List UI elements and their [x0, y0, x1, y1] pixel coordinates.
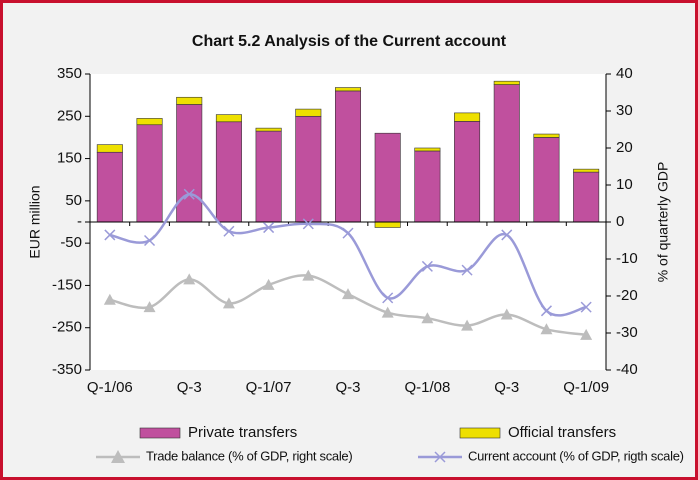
bar: [533, 133, 560, 138]
y2-tick-label: 40: [616, 65, 633, 82]
bar: [136, 118, 163, 126]
legend-label: Trade balance (% of GDP, right scale): [146, 448, 352, 463]
legend-swatch: [139, 427, 181, 439]
marker: [223, 225, 235, 237]
marker: [580, 301, 592, 313]
bar: [255, 127, 282, 132]
x-tick-label: Q-1/08: [404, 379, 450, 396]
bar: [295, 115, 322, 223]
y2-tick-label: -30: [616, 324, 638, 341]
legend-marker: [434, 451, 446, 463]
bar: [414, 147, 441, 152]
bar: [454, 112, 481, 122]
y-tick-label: 150: [57, 150, 82, 167]
y-tick-label: 250: [57, 107, 82, 124]
bar: [573, 168, 600, 173]
y-tick-label: 350: [57, 65, 82, 82]
marker: [103, 293, 116, 305]
y2-tick-label: -20: [616, 287, 638, 304]
chart-title: Chart 5.2 Analysis of the Current accoun…: [192, 33, 507, 50]
legend-swatch: [459, 427, 501, 439]
x-tick-label: Q-1/06: [87, 379, 133, 396]
bar: [493, 84, 520, 223]
marker: [144, 234, 156, 247]
y-tick-label: -150: [52, 276, 82, 293]
marker: [540, 323, 553, 335]
y2-tick-label: 30: [616, 102, 633, 119]
marker: [421, 312, 434, 324]
marker: [143, 301, 156, 313]
marker: [342, 288, 354, 300]
x-tick-label: Q-1/09: [563, 379, 609, 396]
x-tick-label: Q-3: [177, 379, 202, 396]
bar: [573, 171, 600, 223]
y-tick-label: 50: [65, 192, 82, 209]
y-tick-label: -350: [52, 361, 82, 378]
y-axis-label: EUR million: [27, 185, 43, 258]
bar: [295, 108, 322, 117]
marker: [183, 273, 196, 285]
marker: [580, 328, 593, 340]
marker: [501, 229, 513, 241]
marker: [461, 319, 474, 331]
bar: [454, 121, 481, 223]
marker: [540, 305, 552, 317]
marker: [381, 306, 394, 318]
marker: [382, 292, 394, 304]
marker: [104, 229, 116, 241]
bar: [96, 151, 123, 223]
bar: [414, 150, 441, 223]
bar: [215, 114, 242, 123]
bar: [374, 132, 401, 223]
marker: [222, 297, 235, 309]
legend-marker: [111, 450, 125, 463]
bar: [374, 221, 401, 228]
bar: [176, 96, 203, 105]
legend-label: Official transfers: [508, 424, 616, 441]
marker: [183, 188, 195, 200]
marker: [262, 278, 275, 290]
marker: [421, 260, 433, 272]
bar: [176, 104, 203, 223]
bar: [215, 121, 242, 223]
bar: [334, 90, 362, 223]
x-tick-label: Q-1/07: [246, 379, 292, 396]
bar: [136, 124, 163, 223]
marker: [342, 227, 354, 239]
marker: [461, 264, 473, 276]
bar: [493, 80, 520, 85]
y2-tick-label: -40: [616, 361, 638, 378]
bar: [96, 144, 123, 153]
y2-tick-label: 10: [616, 176, 633, 193]
x-tick-label: Q-3: [494, 379, 519, 396]
legend-label: Private transfers: [188, 424, 297, 441]
y-tick-label: -50: [60, 234, 82, 251]
marker: [302, 218, 314, 230]
y-tick-label: -: [77, 213, 82, 230]
marker: [302, 269, 315, 281]
bar: [533, 137, 560, 223]
marker: [500, 308, 513, 320]
bar: [255, 130, 282, 223]
y2-tick-label: 0: [616, 213, 624, 230]
y-tick-label: -250: [52, 319, 82, 336]
x-tick-label: Q-3: [335, 379, 360, 396]
y2-axis-label: % of quarterly GDP: [655, 162, 671, 283]
bar: [334, 87, 362, 92]
legend-label: Current account (% of GDP, rigth scale): [468, 448, 684, 463]
marker: [263, 222, 275, 234]
y2-tick-label: -10: [616, 250, 638, 267]
y2-tick-label: 20: [616, 139, 633, 156]
